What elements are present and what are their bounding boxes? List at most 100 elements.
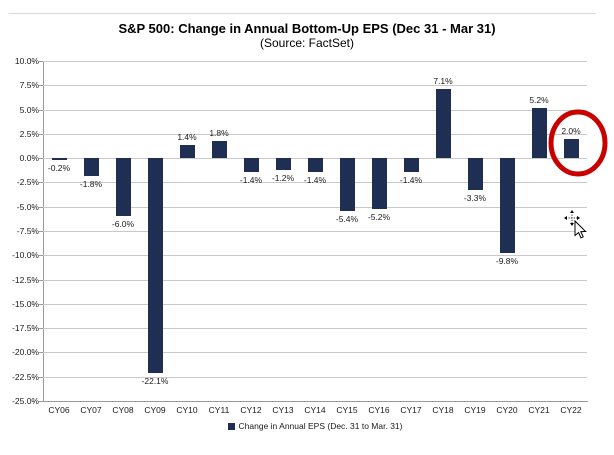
x-axis-label-CY07: CY07 [80, 405, 102, 415]
x-axis-label-CY21: CY21 [528, 405, 550, 415]
y-axis-tick-label: 7.5% [19, 80, 39, 90]
bar-value-label-CY18: 7.1% [433, 76, 453, 87]
bar-CY15 [339, 158, 355, 211]
x-axis-label-CY22: CY22 [560, 405, 582, 415]
y-axis-tick-label: -15.0% [12, 299, 39, 309]
y-gridline [43, 255, 587, 256]
y-gridline [43, 85, 587, 86]
x-axis-label-CY14: CY14 [304, 405, 326, 415]
y-axis-tick [39, 110, 43, 111]
y-axis-tick-label: -17.5% [12, 323, 39, 333]
y-axis-tick-label: -12.5% [12, 275, 39, 285]
bar-CY10 [179, 144, 195, 159]
y-axis-tick [39, 207, 43, 208]
y-axis-tick [39, 352, 43, 353]
chart-subtitle: (Source: FactSet) [259, 36, 355, 50]
y-axis-tick-label: -25.0% [12, 396, 39, 406]
x-axis-label-CY16: CY16 [368, 405, 390, 415]
y-axis-tick-label: -5.0% [16, 202, 39, 212]
bar-CY19 [467, 158, 483, 191]
bar-value-label-CY17: -1.4% [399, 174, 423, 185]
bar-CY07 [83, 158, 99, 176]
x-axis-label-CY10: CY10 [176, 405, 198, 415]
bar-CY12 [243, 158, 259, 172]
bar-value-label-CY12: -1.4% [239, 174, 263, 185]
x-axis-label-CY18: CY18 [432, 405, 454, 415]
y-axis-tick-label: 5.0% [19, 105, 39, 115]
bar-CY09 [147, 158, 163, 373]
bar-value-label-CY07: -1.8% [79, 178, 103, 189]
x-axis-label-CY06: CY06 [48, 405, 70, 415]
y-axis-tick [39, 85, 43, 86]
y-axis-tick-label: 0.0% [19, 153, 39, 163]
y-gridline [43, 231, 587, 232]
y-gridline [43, 352, 587, 353]
bar-CY06 [51, 158, 67, 161]
bar-value-label-CY22: 2.0% [561, 125, 581, 136]
y-axis-tick-label: -20.0% [12, 347, 39, 357]
y-gridline [43, 304, 587, 305]
y-gridline [43, 134, 587, 135]
x-axis-label-CY17: CY17 [400, 405, 422, 415]
x-axis-label-CY11: CY11 [208, 405, 230, 415]
x-axis-label-CY15: CY15 [336, 405, 358, 415]
y-axis-tick-label: -2.5% [16, 177, 39, 187]
bar-CY14 [307, 158, 323, 172]
bar-CY11 [211, 140, 227, 159]
bar-CY22 [563, 138, 579, 159]
y-axis-tick-label: 10.0% [14, 56, 39, 66]
legend-series-marker-icon [227, 422, 235, 430]
x-axis-label-CY12: CY12 [240, 405, 262, 415]
y-gridline [43, 280, 587, 281]
y-axis-tick [39, 61, 43, 62]
bar-value-label-CY21: 5.2% [529, 94, 549, 105]
y-gridline [43, 328, 587, 329]
bar-CY13 [275, 158, 291, 170]
y-axis-tick [39, 304, 43, 305]
bar-value-label-CY08: -6.0% [111, 219, 135, 230]
y-axis-tick [39, 401, 43, 402]
y-axis-tick [39, 255, 43, 256]
bar-CY20 [499, 158, 515, 254]
y-axis-tick [39, 158, 43, 159]
y-gridline [43, 182, 587, 183]
y-axis-tick [39, 328, 43, 329]
y-gridline [43, 207, 587, 208]
bar-CY16 [371, 158, 387, 209]
bar-value-label-CY06: -0.2% [47, 163, 71, 174]
bar-value-label-CY10: 1.4% [177, 131, 197, 142]
bar-CY17 [403, 158, 419, 172]
bar-CY21 [531, 107, 547, 159]
bar-value-label-CY15: -5.4% [335, 213, 359, 224]
y-gridline [43, 61, 587, 62]
bar-value-label-CY11: 1.8% [209, 127, 229, 138]
y-axis-tick-label: -22.5% [12, 372, 39, 382]
y-gridline [43, 377, 587, 378]
bar-value-label-CY16: -5.2% [367, 211, 391, 222]
y-axis-tick-label: -10.0% [12, 250, 39, 260]
y-axis-tick-label: 2.5% [19, 129, 39, 139]
bar-value-label-CY09: -22.1% [141, 375, 169, 386]
chart-title: S&P 500: Change in Annual Bottom-Up EPS … [118, 21, 496, 36]
y-axis-tick-label: -7.5% [16, 226, 39, 236]
y-gridline [43, 110, 587, 111]
legend-series-label: Change in Annual EPS (Dec. 31 to Mar. 31… [238, 421, 403, 431]
x-axis-label-CY09: CY09 [144, 405, 166, 415]
y-axis-tick [39, 377, 43, 378]
y-axis-tick [39, 280, 43, 281]
x-axis-label-CY20: CY20 [496, 405, 518, 415]
x-axis-label-CY13: CY13 [272, 405, 294, 415]
bar-CY18 [435, 89, 451, 159]
x-axis-label-CY19: CY19 [464, 405, 486, 415]
bar-CY08 [115, 158, 131, 217]
bar-value-label-CY14: -1.4% [303, 174, 327, 185]
x-axis-label-CY08: CY08 [112, 405, 134, 415]
bar-value-label-CY13: -1.2% [271, 172, 295, 183]
y-axis-tick [39, 182, 43, 183]
y-axis-tick [39, 231, 43, 232]
bar-value-label-CY20: -9.8% [495, 256, 519, 267]
top-divider-line [9, 13, 596, 14]
bar-value-label-CY19: -3.3% [463, 193, 487, 204]
y-axis-tick [39, 134, 43, 135]
